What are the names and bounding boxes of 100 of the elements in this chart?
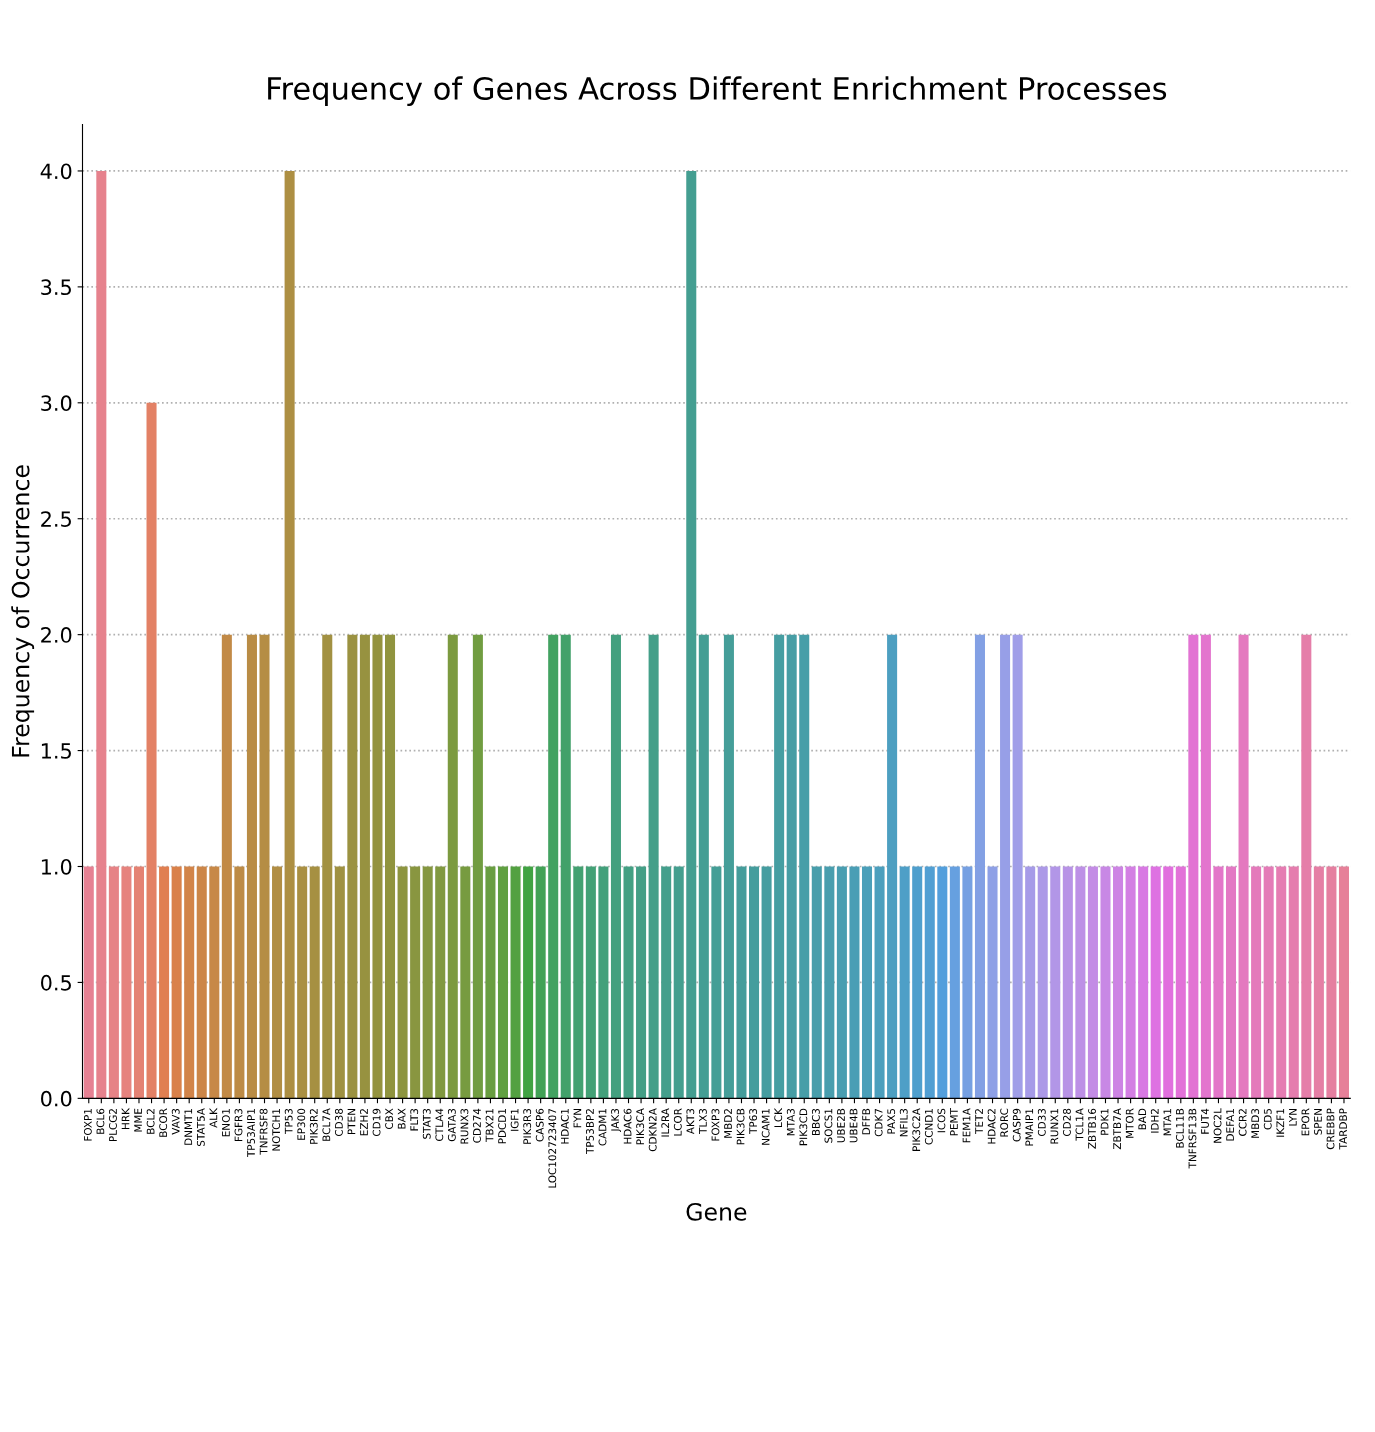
bar <box>711 866 722 1099</box>
bar <box>912 866 923 1099</box>
x-tick-label: HDAC1 <box>560 1109 569 1144</box>
x-tick-label: BAD <box>1138 1108 1147 1130</box>
bar <box>598 866 609 1099</box>
bar <box>146 402 157 1099</box>
x-tick-label: STAT3 <box>422 1108 431 1139</box>
x-tick-label: CD5 <box>1263 1108 1272 1130</box>
bar <box>171 866 182 1099</box>
bar <box>661 866 672 1099</box>
x-tick-label: TBX21 <box>485 1109 494 1142</box>
y-tick-label: 2.5 <box>41 511 71 527</box>
bar <box>435 866 446 1099</box>
x-tick-label: RORC <box>1000 1108 1009 1137</box>
x-tick-label: BCL11B <box>1175 1108 1184 1148</box>
x-tick-label: NCAM1 <box>761 1109 770 1145</box>
bar <box>272 866 283 1099</box>
y-tick-label: 4.0 <box>40 163 72 180</box>
bar <box>686 170 697 1099</box>
x-tick-label: UBE4B <box>849 1108 858 1143</box>
x-tick-label: PDK1 <box>1100 1109 1109 1135</box>
x-tick-label: RUNX3 <box>460 1108 469 1144</box>
y-tick-label: 1.5 <box>41 743 71 759</box>
x-tick-label: PMAIP1 <box>1025 1109 1034 1146</box>
x-tick-label: BCL7A <box>322 1108 331 1141</box>
bar <box>636 866 647 1099</box>
x-tick-label: CD28 <box>1062 1108 1071 1137</box>
bar <box>259 634 270 1099</box>
y-tick-label: 0.5 <box>41 974 71 991</box>
bar <box>1263 866 1274 1099</box>
x-tick-label: LYN <box>1289 1109 1297 1126</box>
x-tick-label: STAT5A <box>196 1108 205 1146</box>
x-tick-label: HDAC6 <box>623 1108 632 1144</box>
bar <box>560 634 571 1099</box>
x-tick-label: FOXP1 <box>83 1109 92 1141</box>
bar <box>1288 866 1299 1099</box>
bar <box>1301 634 1312 1099</box>
x-tick-label: DNMT1 <box>184 1109 193 1145</box>
bar <box>1313 866 1324 1099</box>
x-tick-label: CCND1 <box>924 1109 933 1145</box>
bar <box>1138 866 1149 1099</box>
bar <box>159 866 170 1099</box>
chart-title: Frequency of Genes Across Different Enrichment Processes <box>268 76 1167 106</box>
x-tick-label: CD38 <box>334 1108 343 1137</box>
x-tick-label: BCL6 <box>96 1108 105 1134</box>
x-tick-label: CASP6 <box>535 1108 544 1142</box>
bar <box>108 866 119 1099</box>
bar <box>899 866 910 1099</box>
x-tick-label: IL2RA <box>661 1108 670 1137</box>
bar <box>497 866 509 1099</box>
bar <box>962 866 973 1099</box>
x-tick-label: RUNX1 <box>1050 1109 1059 1144</box>
x-tick-label: TP53 <box>284 1108 293 1134</box>
bar <box>1326 866 1337 1099</box>
bar <box>849 866 860 1099</box>
bar <box>974 634 985 1099</box>
bar <box>334 866 345 1099</box>
bar <box>585 866 596 1099</box>
bar <box>698 634 709 1099</box>
x-tick-label: PAX5 <box>887 1108 896 1134</box>
bar <box>485 866 496 1099</box>
bar <box>221 634 232 1099</box>
bar <box>610 634 621 1099</box>
bar <box>623 866 634 1099</box>
x-tick-label: LCK <box>774 1107 783 1127</box>
x-tick-label: DEFA1 <box>1226 1109 1234 1141</box>
bar <box>1225 866 1237 1099</box>
x-tick-label: FYN <box>573 1109 582 1128</box>
bar <box>447 634 458 1099</box>
bar <box>799 634 810 1099</box>
bar <box>1175 866 1186 1099</box>
x-tick-label: CDK7 <box>874 1108 883 1137</box>
bar <box>83 866 94 1099</box>
x-tick-label: VAV3 <box>171 1108 180 1135</box>
x-tick-label: UBE2B <box>837 1108 845 1143</box>
bar <box>1213 866 1224 1099</box>
x-tick-label: MTA3 <box>786 1108 795 1136</box>
bar <box>1188 634 1199 1099</box>
bar <box>422 866 433 1099</box>
bar <box>1025 866 1036 1099</box>
bar <box>824 866 835 1099</box>
x-tick-label: EZH2 <box>360 1109 368 1136</box>
bar <box>786 634 797 1099</box>
bar <box>887 634 898 1099</box>
x-tick-label: BCL2 <box>146 1109 155 1134</box>
x-tick-label: TLX3 <box>698 1108 707 1135</box>
x-tick-label: FOXP3 <box>711 1108 720 1141</box>
bar <box>347 634 358 1099</box>
x-tick-label: PIK3R2 <box>309 1109 318 1144</box>
y-tick-label: 2.0 <box>41 627 72 643</box>
bar <box>874 866 885 1099</box>
bar <box>774 634 785 1099</box>
y-tick-label: 1.0 <box>41 858 72 875</box>
bar <box>648 634 659 1099</box>
x-tick-label: CREBBP <box>1326 1108 1335 1150</box>
bar <box>309 866 320 1099</box>
x-tick-label: MTA1 <box>1163 1109 1172 1136</box>
x-tick-label: MBD3 <box>1251 1108 1260 1138</box>
bar <box>573 866 584 1099</box>
bar <box>184 866 195 1099</box>
